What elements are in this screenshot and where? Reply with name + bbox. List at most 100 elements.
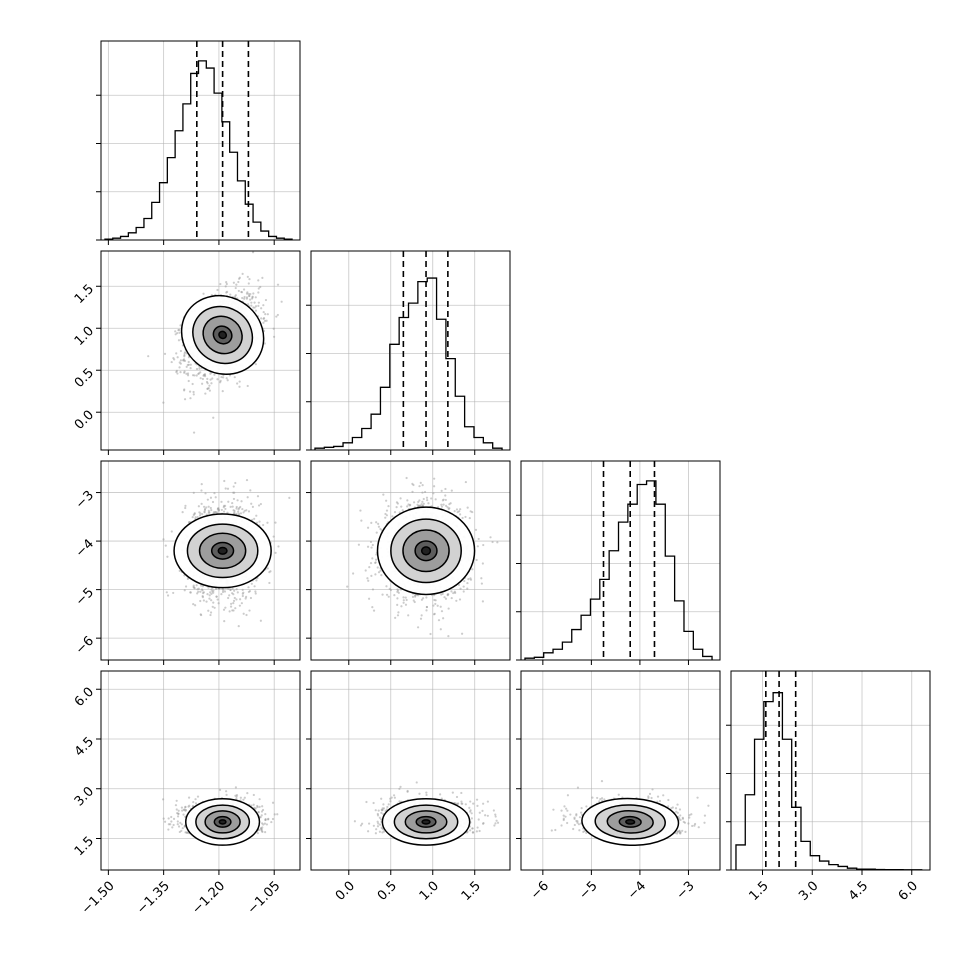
sample-point [217, 602, 220, 605]
sample-point [407, 614, 410, 617]
sample-point [207, 609, 210, 612]
sample-point [206, 498, 209, 501]
sample-point [367, 597, 371, 600]
sample-point [226, 511, 229, 514]
sample-point [426, 499, 429, 502]
sample-point [243, 509, 246, 512]
sample-point [400, 605, 403, 608]
sample-point [162, 538, 165, 541]
sample-point [147, 355, 150, 358]
sample-point [418, 499, 421, 502]
sample-point [266, 567, 269, 570]
sample-point [192, 431, 196, 434]
sample-point [209, 496, 213, 499]
sample-point [440, 593, 443, 596]
sample-point [458, 598, 462, 601]
sample-point [229, 293, 232, 296]
sample-point [230, 602, 233, 605]
sample-point [417, 504, 420, 508]
sample-point [257, 279, 260, 282]
sample-point [240, 602, 243, 605]
sample-point [181, 511, 184, 514]
sample-point [405, 598, 408, 602]
sample-point [175, 370, 178, 374]
sample-point [223, 620, 226, 623]
sample-point [234, 286, 237, 290]
sample-point [464, 480, 467, 484]
sample-point [204, 492, 207, 495]
sample-point [220, 593, 223, 596]
sample-point [174, 804, 178, 807]
sample-point [165, 591, 168, 594]
panel-content [162, 478, 291, 628]
sample-point [245, 478, 249, 482]
sample-point [191, 382, 194, 386]
sample-point [370, 546, 373, 549]
sample-point [255, 521, 259, 524]
sample-point [247, 293, 250, 296]
sample-point [422, 497, 425, 501]
sample-point [216, 288, 219, 292]
histogram-panel-1 [306, 250, 511, 455]
sample-point [255, 514, 258, 517]
sample-point [420, 614, 423, 617]
sample-point [430, 497, 433, 500]
sample-point [246, 791, 249, 795]
sample-point [238, 604, 241, 607]
sample-point [457, 583, 461, 587]
sample-point [249, 596, 253, 600]
sample-point [277, 545, 280, 548]
sample-point [188, 390, 192, 393]
sample-point [384, 516, 387, 519]
sample-point [219, 282, 222, 286]
sample-point [397, 611, 400, 614]
sample-point [250, 304, 253, 307]
sample-point [245, 613, 248, 617]
sample-point [243, 297, 246, 300]
sample-point [262, 317, 266, 320]
sample-point [251, 505, 254, 508]
sample-point [395, 505, 398, 509]
sample-point [416, 626, 420, 629]
sample-point [352, 572, 355, 575]
sample-point [259, 285, 262, 289]
sample-point [396, 502, 399, 505]
axes-frame [100, 250, 301, 451]
sample-point [256, 495, 260, 498]
sample-point [248, 609, 251, 612]
sample-point [394, 616, 397, 619]
sample-point [228, 610, 231, 613]
sample-point [202, 599, 205, 602]
sample-point [425, 605, 428, 609]
scatter-panel-2-0 [96, 460, 301, 665]
sample-point [374, 558, 378, 561]
sample-point [250, 301, 253, 304]
sample-point [183, 398, 187, 401]
sample-point [260, 810, 264, 813]
sample-point [371, 543, 374, 547]
sample-point [212, 589, 215, 592]
sample-point [233, 376, 236, 379]
sample-point [371, 557, 374, 560]
sample-point [246, 496, 249, 499]
sample-point [420, 598, 424, 601]
sample-point [404, 603, 408, 606]
sample-point [201, 592, 205, 595]
sample-point [198, 367, 201, 370]
sample-point [455, 599, 458, 602]
sample-point [437, 619, 441, 622]
sample-point [261, 805, 264, 808]
sample-point [221, 390, 224, 393]
sample-point [272, 535, 275, 538]
sample-point [235, 795, 238, 798]
sample-point [231, 587, 234, 590]
sample-point [206, 382, 209, 385]
sample-point [463, 579, 466, 583]
sample-point [433, 612, 436, 615]
sample-point [247, 586, 250, 589]
sample-point [232, 281, 235, 284]
sample-point [228, 594, 231, 597]
sample-point [393, 511, 397, 514]
sample-point [387, 595, 390, 598]
sample-point [262, 321, 265, 324]
